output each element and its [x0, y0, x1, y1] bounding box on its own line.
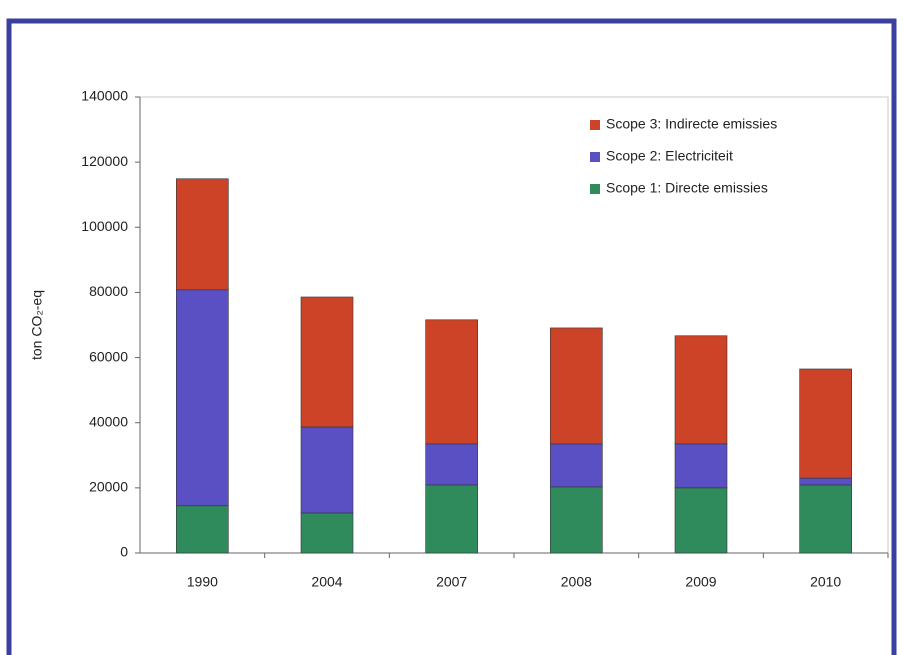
- x-tick-label: 2010: [810, 574, 841, 590]
- bar-segment: [799, 484, 852, 554]
- legend-label: Scope 2: Electriciteit: [606, 148, 733, 164]
- y-tick-label: 40000: [89, 413, 128, 429]
- bar-segment: [550, 486, 603, 554]
- x-tick-label: 1990: [187, 574, 218, 590]
- plot-area: [139, 96, 889, 554]
- y-tick-label: 140000: [81, 88, 128, 104]
- bar-segment: [425, 443, 478, 486]
- bar-segment: [674, 335, 728, 445]
- bar-segment: [550, 443, 603, 488]
- legend-label: Scope 3: Indirecte emissies: [606, 116, 777, 132]
- bar-segment: [674, 443, 728, 489]
- bar-segment: [176, 178, 229, 291]
- y-axis-label: ton CO₂-eq: [29, 290, 45, 360]
- bar-segment: [176, 505, 229, 554]
- bar-segment: [799, 477, 852, 486]
- x-tick-label: 2009: [685, 574, 716, 590]
- bar-segment: [799, 368, 852, 479]
- bar-segment: [300, 512, 354, 554]
- y-tick-label: 20000: [89, 479, 128, 495]
- bar-segment: [674, 487, 728, 554]
- bar-segment: [300, 426, 354, 514]
- y-tick-label: 120000: [81, 153, 128, 169]
- bar-segment: [176, 289, 229, 507]
- bar-segment: [300, 296, 354, 428]
- x-tick-label: 2004: [311, 574, 342, 590]
- x-tick-label: 2008: [561, 574, 592, 590]
- y-tick-label: 80000: [89, 283, 128, 299]
- legend-label: Scope 1: Directe emissies: [606, 180, 768, 196]
- legend-swatch: [590, 120, 600, 130]
- bar-segment: [425, 319, 478, 445]
- legend-swatch: [590, 184, 600, 194]
- y-tick-label: 100000: [81, 218, 128, 234]
- legend-swatch: [590, 152, 600, 162]
- bar-segment: [425, 484, 478, 554]
- y-tick-label: 0: [120, 544, 128, 560]
- frame: [6, 18, 897, 655]
- x-tick-label: 2007: [436, 574, 467, 590]
- bar-segment: [550, 327, 603, 445]
- y-tick-label: 60000: [89, 348, 128, 364]
